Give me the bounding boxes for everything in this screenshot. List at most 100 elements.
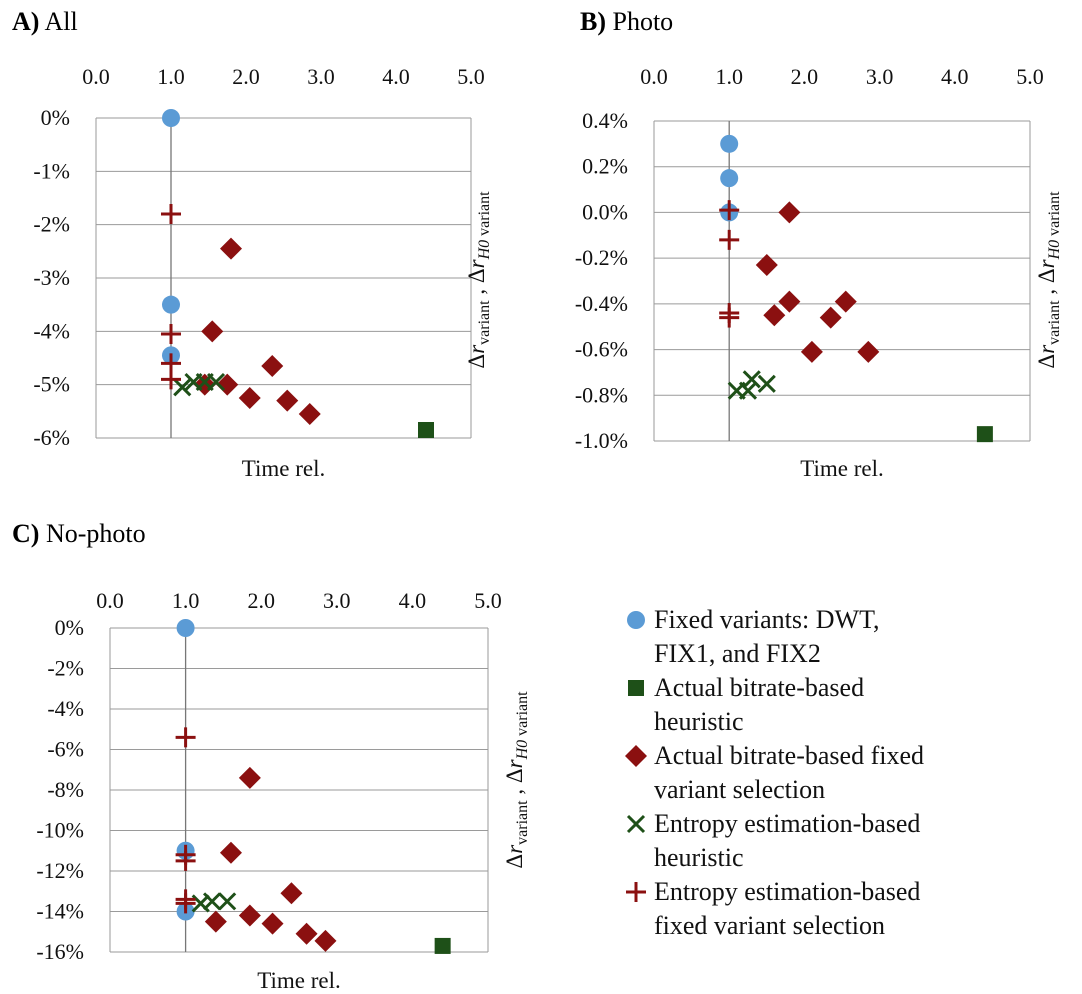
legend-label: FIX1, and FIX2 [654, 639, 821, 668]
plus-marker [175, 727, 196, 748]
y-axis-title: Δrvariant , ΔrH0 variant [502, 691, 531, 869]
x-marker [742, 370, 761, 389]
x-tick-label: 3.0 [866, 64, 894, 89]
diamond-marker [778, 201, 801, 224]
series-entropy_fixed [175, 727, 196, 914]
x-tick-label: 0.0 [640, 64, 668, 89]
x-axis-title: Time rel. [800, 456, 884, 481]
diamond-marker [298, 403, 321, 425]
series-entropy_heuristic [727, 370, 776, 400]
x-axis-title: Time rel. [242, 456, 326, 481]
diamond-marker [819, 306, 842, 329]
y-tick-label: -1.0% [575, 428, 628, 453]
y-tick-label: -2% [47, 656, 84, 681]
y-tick-label: -0.2% [575, 245, 628, 270]
plus-marker [161, 324, 181, 344]
x-axis-title: Time rel. [257, 968, 341, 993]
circle-marker [720, 169, 739, 188]
y-tick-label: -3% [33, 265, 70, 290]
plus-marker [161, 204, 181, 224]
diamond-marker [755, 254, 778, 276]
x-marker [206, 372, 226, 392]
legend-label: heuristic [654, 707, 744, 736]
series-actual_heuristic [976, 426, 993, 443]
chart-panel-a: A) All 0% -1% -2% -3% -4% -5% -6% 0.0 1.0 2.0 3.0 4.… [12, 7, 493, 481]
square-marker [434, 937, 451, 954]
x-tick-label: 4.0 [399, 588, 427, 613]
y-tick-label: -10% [36, 818, 84, 843]
x-marker [757, 374, 776, 393]
y-tick-label: -5% [33, 372, 70, 397]
x-tick-label: 2.0 [247, 588, 275, 613]
y-tick-label: -16% [36, 939, 84, 964]
diamond-marker [220, 237, 242, 260]
diamond-marker [204, 910, 227, 933]
legend-label: Entropy estimation-based [654, 877, 920, 906]
y-tick-label: 0.4% [582, 108, 628, 133]
legend-x-icon [626, 814, 646, 834]
diamond-marker [800, 340, 823, 363]
plus-marker [719, 200, 740, 221]
diamond-marker [778, 290, 801, 313]
circle-marker [162, 295, 180, 314]
chart-panel-b: B) Photo 0.4% 0.2% 0.0% -0.2% -0.4% -0.6% -0.8%… [575, 7, 1063, 481]
x-marker [218, 892, 237, 911]
series-actual_fixed [193, 237, 321, 425]
y-tick-label: 0% [41, 105, 70, 130]
x-tick-label: 3.0 [323, 588, 351, 613]
diamond-marker [238, 766, 261, 789]
x-marker [173, 378, 192, 397]
diamond-marker [216, 373, 239, 396]
panel-label: B) Photo [580, 7, 673, 36]
y-tick-label: -0.6% [575, 337, 628, 362]
circle-marker [720, 134, 739, 153]
y-tick-label: 0.0% [582, 199, 628, 224]
y-tick-label: -2% [33, 212, 70, 237]
plus-marker [719, 229, 740, 250]
square-marker [418, 422, 434, 438]
legend-diamond-icon [625, 745, 647, 767]
diamond-marker [763, 304, 786, 327]
diamond-marker [276, 389, 299, 412]
diamond-marker [261, 912, 284, 935]
diamond-marker [857, 340, 880, 363]
y-tick-label: -6% [33, 425, 70, 450]
diamond-marker [238, 387, 261, 409]
y-tick-label: -4% [47, 696, 84, 721]
legend: Fixed variants: DWT, FIX1, and FIX2 Actual… [625, 605, 924, 940]
series-actual_fixed [755, 201, 880, 363]
diamond-marker [219, 841, 242, 864]
x-tick-label: 4.0 [941, 64, 969, 89]
x-tick-label: 5.0 [474, 588, 502, 613]
legend-label: variant selection [654, 775, 825, 804]
series-actual_heuristic [418, 422, 434, 438]
series-entropy_fixed [161, 204, 181, 390]
circle-marker [176, 619, 195, 637]
series-entropy_heuristic [173, 372, 226, 397]
x-tick-label: 3.0 [307, 64, 335, 89]
series-entropy_heuristic [191, 892, 237, 913]
diamond-marker [834, 290, 857, 313]
plus-marker [719, 307, 740, 328]
x-tick-label: 1.0 [157, 64, 185, 89]
legend-label: Entropy estimation-based [654, 809, 920, 838]
legend-label: Actual bitrate-based fixed [654, 741, 924, 770]
y-axis-title: Δrvariant , ΔrH0 variant [1034, 191, 1063, 369]
x-marker [202, 892, 222, 911]
legend-square-icon [628, 680, 644, 696]
y-tick-label: -8% [47, 777, 84, 802]
y-axis-title: Δrvariant , ΔrH0 variant [464, 191, 493, 369]
diamond-marker [261, 355, 284, 377]
plus-marker [175, 893, 196, 914]
diamond-marker [280, 882, 303, 905]
y-tick-label: 0% [55, 615, 84, 640]
x-tick-label: 5.0 [1016, 64, 1044, 89]
series-entropy_fixed [719, 200, 740, 328]
x-tick-label: 0.0 [82, 64, 110, 89]
panel-label: C) No-photo [12, 519, 146, 548]
plus-marker [175, 850, 196, 871]
y-tick-label: -4% [33, 318, 70, 343]
x-tick-label: 0.0 [96, 588, 124, 613]
diamond-marker [314, 929, 337, 952]
